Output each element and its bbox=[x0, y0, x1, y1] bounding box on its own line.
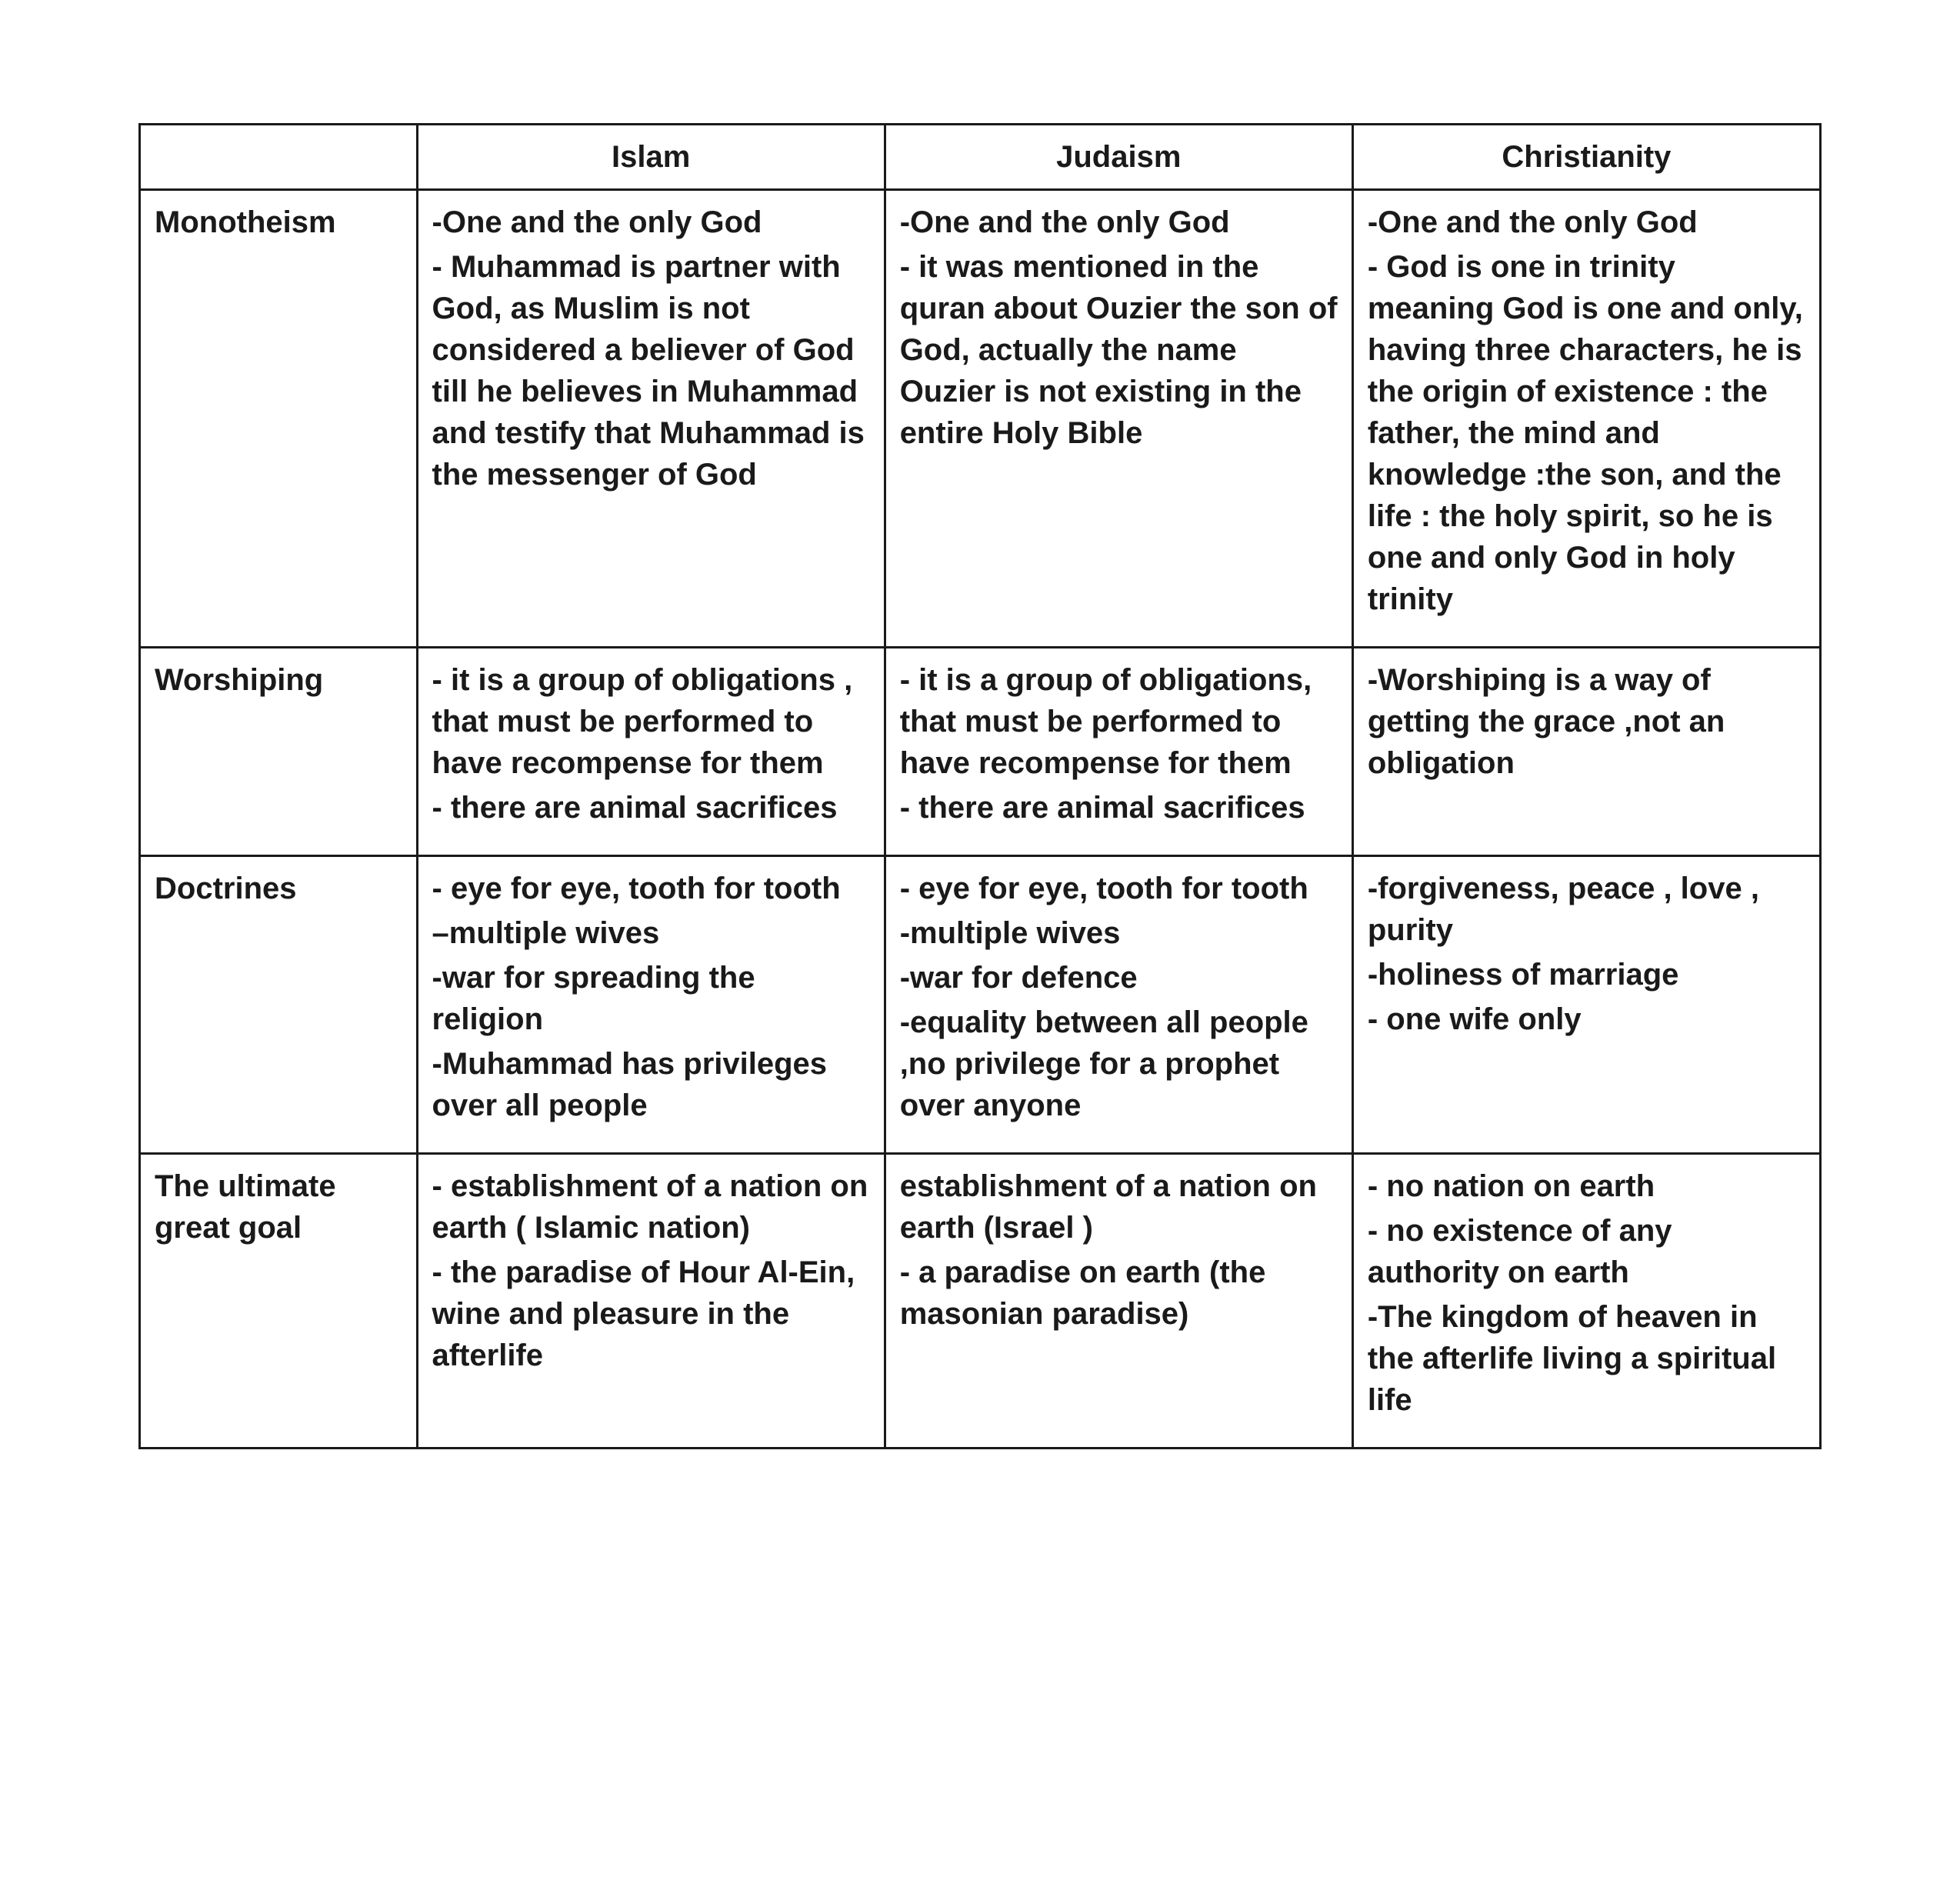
header-empty bbox=[140, 125, 418, 190]
cell-entry: -war for defence bbox=[900, 957, 1338, 999]
cell-entry: establishment of a nation on earth (Isra… bbox=[900, 1165, 1338, 1249]
table-header-row: Islam Judaism Christianity bbox=[140, 125, 1821, 190]
table-cell: - eye for eye, tooth for tooth–multiple … bbox=[417, 856, 885, 1154]
cell-entry: -equality between all people ,no privile… bbox=[900, 1002, 1338, 1126]
cell-entry: - God is one in trinity meaning God is o… bbox=[1368, 246, 1805, 620]
cell-entry: - it is a group of obligations, that mus… bbox=[900, 659, 1338, 784]
row-label: The ultimate great goal bbox=[140, 1154, 418, 1449]
table-row: Worshiping- it is a group of obligations… bbox=[140, 648, 1821, 856]
cell-entry: -One and the only God bbox=[900, 202, 1338, 243]
cell-entry: -multiple wives bbox=[900, 912, 1338, 954]
cell-entry: -One and the only God bbox=[432, 202, 870, 243]
cell-entry: - no existence of any authority on earth bbox=[1368, 1210, 1805, 1293]
table-cell: - establishment of a nation on earth ( I… bbox=[417, 1154, 885, 1449]
row-label: Worshiping bbox=[140, 648, 418, 856]
table-body: Monotheism-One and the only God- Muhamma… bbox=[140, 190, 1821, 1449]
cell-entry: - one wife only bbox=[1368, 999, 1805, 1040]
cell-entry: –multiple wives bbox=[432, 912, 870, 954]
table-cell: - no nation on earth- no existence of an… bbox=[1352, 1154, 1820, 1449]
cell-entry: - eye for eye, tooth for tooth bbox=[900, 868, 1338, 909]
cell-entry: - there are animal sacrifices bbox=[432, 787, 870, 828]
table-cell: - it is a group of obligations , that mu… bbox=[417, 648, 885, 856]
cell-entry: -Muhammad has privileges over all people bbox=[432, 1043, 870, 1126]
table-cell: -Worshiping is a way of getting the grac… bbox=[1352, 648, 1820, 856]
header-judaism: Judaism bbox=[885, 125, 1352, 190]
cell-entry: - it is a group of obligations , that mu… bbox=[432, 659, 870, 784]
cell-entry: -holiness of marriage bbox=[1368, 954, 1805, 995]
cell-entry: - no nation on earth bbox=[1368, 1165, 1805, 1207]
cell-entry: - the paradise of Hour Al-Ein, wine and … bbox=[432, 1252, 870, 1376]
cell-entry: -The kingdom of heaven in the afterlife … bbox=[1368, 1296, 1805, 1421]
table-row: The ultimate great goal- establishment o… bbox=[140, 1154, 1821, 1449]
cell-entry: - it was mentioned in the quran about Ou… bbox=[900, 246, 1338, 454]
table-row: Monotheism-One and the only God- Muhamma… bbox=[140, 190, 1821, 648]
table-cell: -One and the only God- Muhammad is partn… bbox=[417, 190, 885, 648]
table-cell: -One and the only God- God is one in tri… bbox=[1352, 190, 1820, 648]
table-cell: -One and the only God- it was mentioned … bbox=[885, 190, 1352, 648]
header-christianity: Christianity bbox=[1352, 125, 1820, 190]
table-cell: -forgiveness, peace , love , purity-holi… bbox=[1352, 856, 1820, 1154]
cell-entry: -war for spreading the religion bbox=[432, 957, 870, 1040]
header-islam: Islam bbox=[417, 125, 885, 190]
comparison-table: Islam Judaism Christianity Monotheism-On… bbox=[138, 123, 1822, 1449]
row-label: Monotheism bbox=[140, 190, 418, 648]
cell-entry: - establishment of a nation on earth ( I… bbox=[432, 1165, 870, 1249]
row-label: Doctrines bbox=[140, 856, 418, 1154]
table-cell: - eye for eye, tooth for tooth-multiple … bbox=[885, 856, 1352, 1154]
cell-entry: -Worshiping is a way of getting the grac… bbox=[1368, 659, 1805, 784]
cell-entry: - there are animal sacrifices bbox=[900, 787, 1338, 828]
cell-entry: - Muhammad is partner with God, as Musli… bbox=[432, 246, 870, 495]
table-cell: - it is a group of obligations, that mus… bbox=[885, 648, 1352, 856]
cell-entry: -forgiveness, peace , love , purity bbox=[1368, 868, 1805, 951]
cell-entry: - eye for eye, tooth for tooth bbox=[432, 868, 870, 909]
table-cell: establishment of a nation on earth (Isra… bbox=[885, 1154, 1352, 1449]
cell-entry: -One and the only God bbox=[1368, 202, 1805, 243]
cell-entry: - a paradise on earth (the masonian para… bbox=[900, 1252, 1338, 1335]
table-row: Doctrines- eye for eye, tooth for tooth–… bbox=[140, 856, 1821, 1154]
